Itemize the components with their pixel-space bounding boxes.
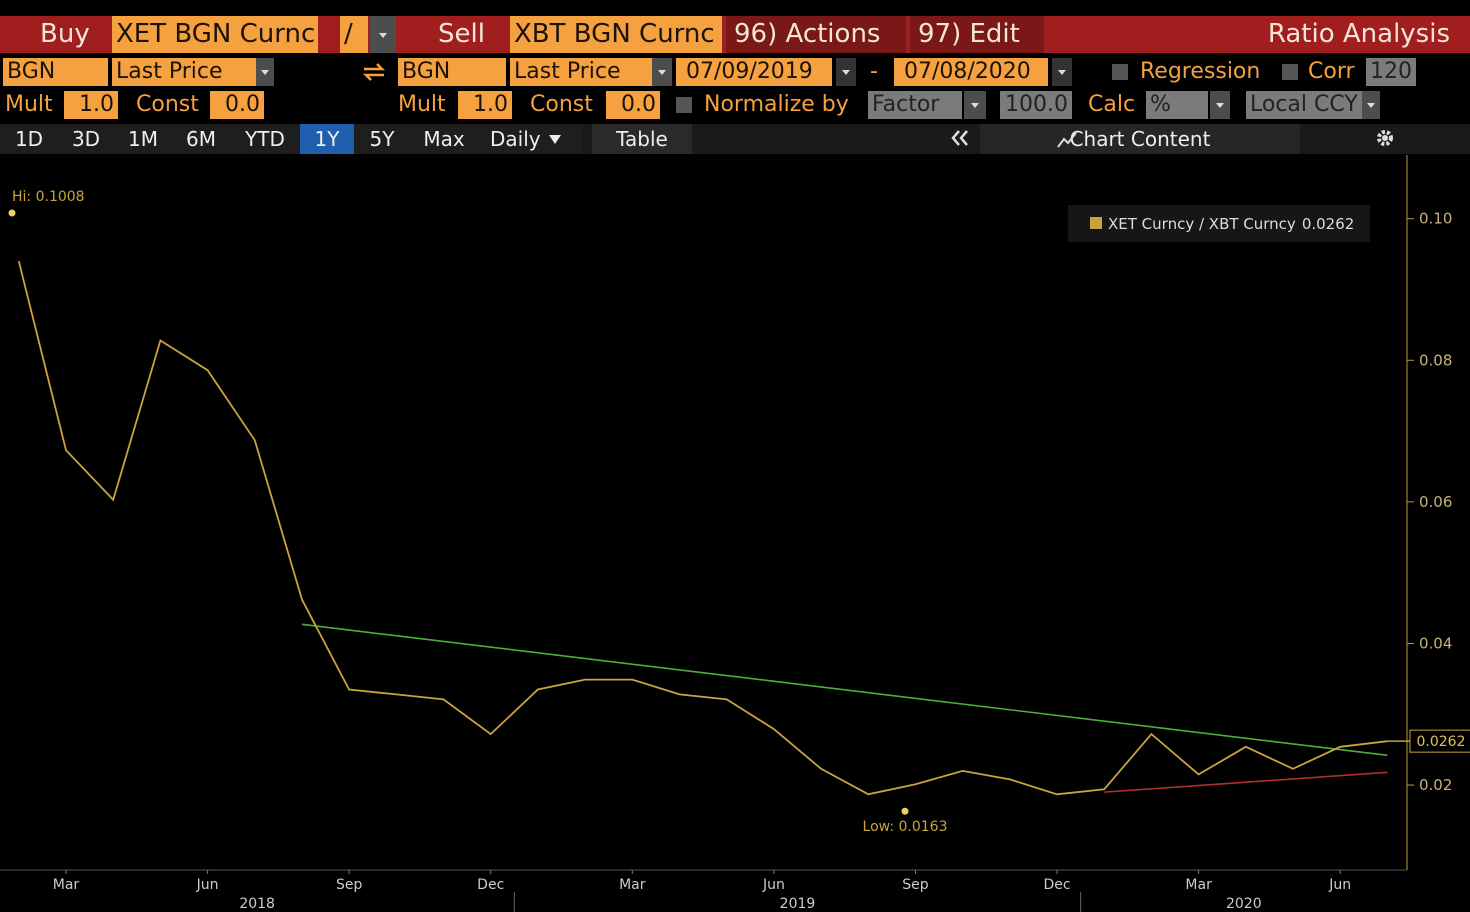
end-date[interactable]: 07/08/2020	[894, 58, 1048, 86]
period-tab[interactable]: Max	[410, 124, 478, 154]
swap-button[interactable]	[360, 62, 388, 82]
const-label: Const	[530, 92, 593, 117]
x-tick-label: Sep	[902, 877, 929, 893]
calc-label: Calc	[1088, 92, 1136, 117]
collapse-button[interactable]	[948, 128, 972, 148]
legend-entry: XET Curncy / XBT Curncy 0.0262	[1108, 215, 1354, 233]
period-tab[interactable]: 6M	[172, 124, 230, 154]
y-tick-label: 0.10	[1419, 210, 1452, 228]
chart-content-icon	[1057, 132, 1077, 148]
buy-ticker[interactable]: XET BGN Curnc	[112, 16, 318, 53]
sell-label: Sell	[438, 19, 485, 49]
sell-field[interactable]: Last Price	[510, 58, 652, 86]
operator[interactable]: /	[340, 16, 368, 53]
end-calendar[interactable]	[1052, 58, 1072, 86]
extreme-label: Low: 0.0163	[863, 819, 948, 835]
y-tick-label: 0.06	[1419, 493, 1452, 511]
frequency-label: Daily	[490, 127, 541, 151]
settings-button[interactable]	[1374, 127, 1396, 149]
y-tick-label: 0.02	[1419, 776, 1452, 794]
y-tick-label: 0.08	[1419, 351, 1452, 369]
calc-dropdown[interactable]	[1210, 91, 1230, 119]
period-tab[interactable]: 1M	[114, 124, 172, 154]
corr-period[interactable]: 120	[1366, 58, 1416, 86]
start-date[interactable]: 07/09/2019	[676, 58, 832, 86]
operator-dropdown[interactable]	[370, 16, 396, 53]
const-input[interactable]: 0.0	[210, 91, 264, 119]
legend-box	[1068, 205, 1370, 242]
period-tab[interactable]: 1D	[0, 124, 58, 154]
calc-mode[interactable]: %	[1146, 91, 1208, 119]
mult-input[interactable]: 1.0	[64, 91, 118, 119]
regression-label: Regression	[1140, 59, 1261, 84]
sell-ticker[interactable]: XBT BGN Curnc	[510, 16, 722, 53]
period-tab[interactable]: YTD	[230, 124, 300, 154]
const-input[interactable]: 0.0	[606, 91, 660, 119]
legend: XET Curncy / XBT Curncy 0.0262	[1068, 205, 1370, 242]
year-label: 2019	[780, 896, 816, 912]
start-calendar[interactable]	[836, 58, 856, 86]
normalize-mode[interactable]: Factor	[868, 91, 962, 119]
y-tick-label: 0.04	[1419, 634, 1452, 652]
legend-value: 0.0262	[1302, 215, 1355, 233]
legend-name: XET Curncy / XBT Curncy	[1108, 215, 1296, 233]
chart-content-label: Chart Content	[1069, 127, 1211, 151]
x-tick-label: Jun	[196, 877, 219, 893]
buy-label: Buy	[40, 19, 90, 49]
chart-content-button[interactable]: Chart Content	[980, 124, 1300, 154]
sell-source[interactable]: BGN	[398, 58, 506, 86]
x-tick-label: Jun	[762, 877, 785, 893]
buy-field-dropdown[interactable]	[256, 58, 274, 86]
corr-label: Corr	[1308, 59, 1355, 84]
mult-label: Mult	[398, 92, 446, 117]
factor-input[interactable]: 100.0	[1000, 91, 1072, 119]
const-label: Const	[136, 92, 199, 117]
currency-dropdown[interactable]	[1362, 91, 1380, 119]
x-tick-label: Dec	[477, 877, 504, 893]
period-tab[interactable]: 3D	[58, 124, 114, 154]
period-tab[interactable]: 1Y	[300, 124, 354, 154]
actions-menu[interactable]: 96) Actions	[726, 16, 906, 53]
legend-swatch	[1090, 217, 1102, 229]
frequency-menu[interactable]: Daily	[478, 124, 582, 154]
normalize-label: Normalize by	[704, 92, 849, 117]
last-value-label: 0.0262	[1417, 734, 1466, 750]
x-tick-label: Sep	[336, 877, 363, 893]
trendline	[1104, 771, 1388, 793]
dropdown-arrow	[548, 135, 561, 150]
normalize-dropdown[interactable]	[964, 91, 986, 119]
last-value-box	[1409, 729, 1470, 753]
mult-input[interactable]: 1.0	[458, 91, 512, 119]
buy-source[interactable]: BGN	[3, 58, 108, 86]
table-button[interactable]: Table	[592, 124, 692, 154]
normalize-checkbox[interactable]	[676, 97, 692, 113]
series-line	[17, 260, 1388, 796]
date-separator: -	[870, 59, 878, 84]
trendline	[301, 623, 1388, 757]
year-label: 2020	[1226, 896, 1262, 912]
extreme-label: Hi: 0.1008	[12, 189, 85, 205]
x-tick-label: Dec	[1044, 877, 1071, 893]
sell-field-dropdown[interactable]	[652, 58, 672, 86]
year-label: 2018	[239, 896, 275, 912]
currency-mode[interactable]: Local CCY	[1246, 91, 1362, 119]
mult-label: Mult	[5, 92, 53, 117]
regression-checkbox[interactable]	[1112, 64, 1128, 80]
period-tab[interactable]: 5Y	[354, 124, 410, 154]
x-tick-label: Mar	[619, 877, 646, 893]
x-tick-label: Jun	[1328, 877, 1351, 893]
buy-field[interactable]: Last Price	[112, 58, 256, 86]
edit-menu[interactable]: 97) Edit	[910, 16, 1044, 53]
extreme-marker	[8, 209, 16, 217]
corr-checkbox[interactable]	[1282, 64, 1298, 80]
extreme-marker	[901, 807, 909, 815]
function-title: Ratio Analysis	[1267, 19, 1450, 49]
x-tick-label: Mar	[53, 877, 80, 893]
x-tick-label: Mar	[1185, 877, 1212, 893]
